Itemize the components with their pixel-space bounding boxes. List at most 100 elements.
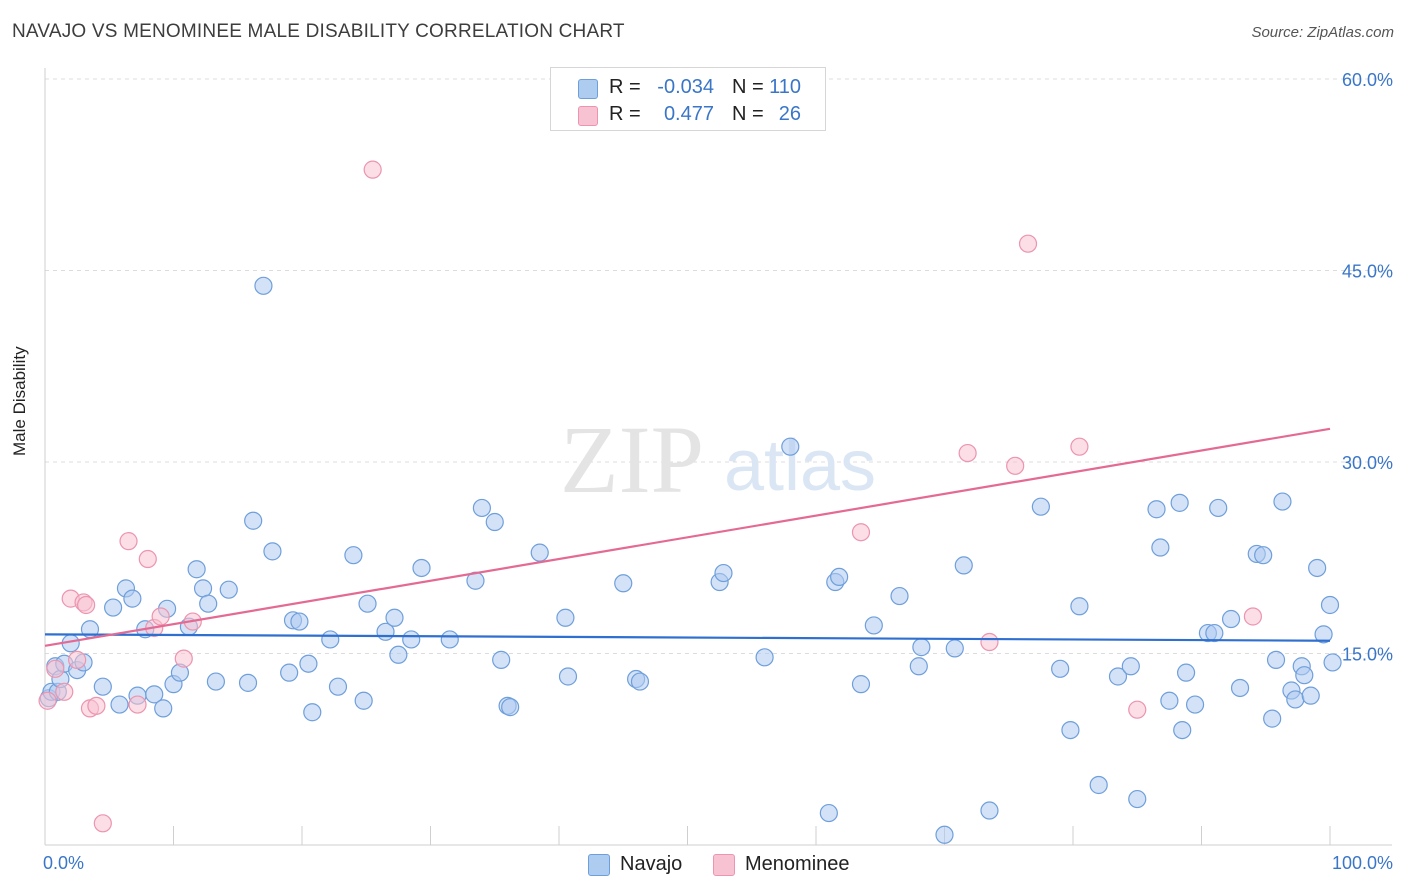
navajo-point (354, 691, 373, 710)
navajo-point (1266, 650, 1286, 669)
navajo-point (263, 542, 282, 561)
navajo-point (358, 594, 377, 613)
menominee-point (1018, 234, 1038, 253)
navajo-point (1308, 558, 1327, 578)
menominee-point (1128, 700, 1147, 719)
n-value: 26 (778, 103, 801, 125)
navajo-point (199, 594, 218, 613)
source-label: Source: ZipAtlas.com (1251, 24, 1394, 41)
navajo-point (328, 677, 348, 696)
y-tick-label: 15.0% (1342, 645, 1393, 665)
navajo-point (492, 650, 511, 669)
navajo-point (1176, 663, 1196, 682)
menominee-point (93, 814, 112, 833)
navajo-point (556, 608, 575, 627)
navajo-swatch (578, 79, 598, 99)
y-tick-label: 30.0% (1342, 453, 1393, 473)
navajo-point (1170, 493, 1189, 512)
navajo-point (1286, 690, 1305, 709)
y-axis-label: Male Disability (10, 346, 29, 456)
navajo-point (830, 567, 849, 587)
navajo-point (1089, 775, 1108, 795)
navajo-point (321, 630, 340, 649)
navajo-point (402, 630, 421, 649)
x-tick-label: 100.0% (1332, 853, 1393, 873)
stats-legend: R = -0.034 N = 110 R = 0.477 N = 26 (550, 67, 826, 131)
series-legend: Navajo Menominee (0, 851, 1406, 877)
navajo-point (819, 803, 838, 823)
navajo-point (1147, 500, 1166, 519)
legend-row-navajo: R = -0.034 N = 110 (551, 73, 825, 101)
navajo-point (890, 586, 909, 606)
navajo-point (1314, 625, 1333, 644)
navajo-point (1031, 497, 1050, 516)
navajo-point (1205, 623, 1224, 643)
menominee-point (119, 532, 138, 551)
navajo-point (1263, 709, 1282, 728)
menominee-point (138, 549, 157, 569)
navajo-point (935, 825, 954, 844)
navajo-point (1301, 686, 1320, 705)
menominee-point (68, 650, 87, 669)
navajo-point (238, 673, 258, 692)
navajo-point (980, 801, 999, 820)
navajo-point (412, 558, 431, 578)
menominee-point (174, 649, 193, 668)
menominee-point (38, 691, 57, 710)
menominee-point (851, 523, 871, 542)
navajo-point (280, 663, 299, 682)
legend-label-navajo: Navajo (620, 853, 683, 875)
menominee-point (128, 695, 147, 714)
navajo-point (1320, 595, 1340, 615)
navajo-point (558, 667, 578, 686)
r-value: -0.034 (657, 76, 714, 98)
navajo-point (1221, 609, 1241, 629)
menominee-point (46, 659, 65, 678)
navajo-point (1173, 720, 1192, 740)
navajo-point (93, 677, 112, 696)
watermark-zip: ZIP (560, 406, 704, 513)
navajo-point (501, 698, 520, 717)
navajo-point (1273, 492, 1292, 511)
navajo-point (1061, 720, 1080, 740)
navajo-point (303, 703, 322, 722)
menominee-point (1070, 437, 1089, 456)
navajo-point (187, 560, 206, 579)
n-label: N = (732, 103, 764, 125)
navajo-point (1051, 659, 1070, 678)
tick-labels: 15.0% 30.0% 45.0% 60.0% 0.0% 100.0% (43, 70, 1393, 873)
navajo-point (630, 672, 650, 691)
navajo-point (110, 695, 129, 714)
x-tick-label: 0.0% (43, 853, 84, 873)
menominee-trend-line (44, 427, 1331, 647)
navajo-swatch (588, 854, 610, 876)
navajo-point (472, 498, 491, 518)
menominee-swatch (578, 106, 598, 126)
legend-label-menominee: Menominee (745, 853, 850, 875)
menominee-point (1243, 607, 1263, 626)
navajo-point (945, 639, 964, 658)
navajo-point (206, 672, 226, 691)
navajo-point (755, 648, 774, 667)
navajo-point (123, 589, 142, 608)
menominee-point (980, 632, 999, 652)
chart-title: NAVAJO VS MENOMINEE MALE DISABILITY CORR… (12, 21, 625, 42)
r-value: 0.477 (663, 103, 714, 125)
navajo-point (614, 574, 633, 593)
navajo-point (1070, 597, 1089, 616)
menominee-point (77, 595, 96, 615)
navajo-point (290, 612, 309, 631)
navajo-point (389, 645, 408, 664)
navajo-point (254, 276, 273, 295)
navajo-point (145, 685, 164, 704)
navajo-point (954, 556, 973, 575)
legend-row-menominee: R = 0.477 N = 26 (551, 100, 825, 128)
navajo-point (344, 546, 363, 565)
data-points (38, 160, 1342, 844)
menominee-swatch (713, 854, 735, 876)
y-tick-label: 45.0% (1342, 262, 1393, 282)
menominee-point (958, 443, 977, 463)
navajo-point (530, 543, 549, 562)
navajo-point (385, 608, 404, 627)
